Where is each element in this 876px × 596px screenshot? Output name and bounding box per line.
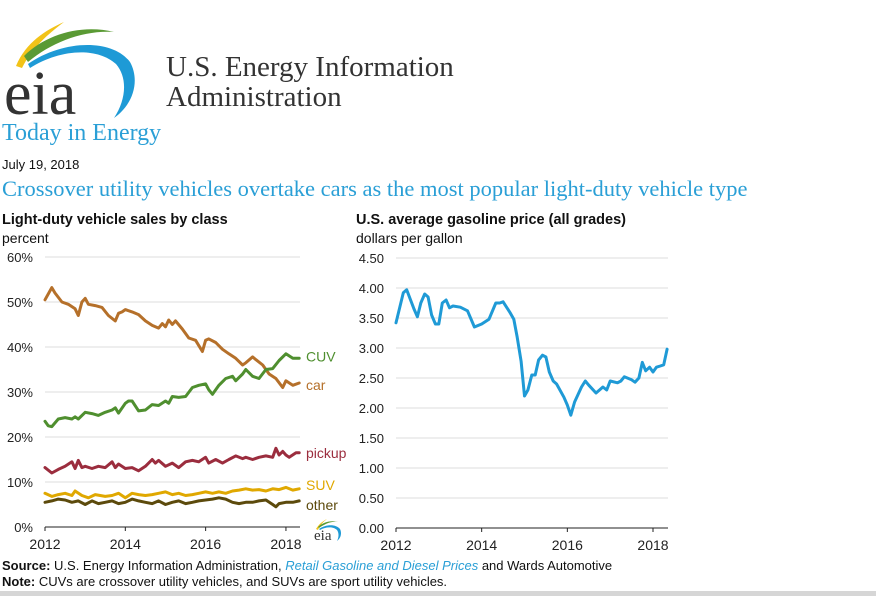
page-header: eia U.S. Energy Information Administrati… <box>0 0 876 125</box>
org-name-line2: Administration <box>166 81 342 113</box>
x-tick-label: 2018 <box>270 536 301 552</box>
bottom-divider <box>0 591 876 596</box>
section-link[interactable]: Today in Energy <box>2 120 162 146</box>
series-line-car <box>43 286 301 389</box>
source-label: Source: <box>2 558 51 573</box>
y-tick-label: 3.00 <box>359 341 384 356</box>
source-link[interactable]: Retail Gasoline and Diesel Prices <box>285 558 479 573</box>
y-tick-label: 60% <box>7 250 33 265</box>
y-tick-label: 50% <box>7 295 33 310</box>
left-chart-title: Light-duty vehicle sales by class <box>2 212 228 228</box>
x-tick-label: 2014 <box>110 536 141 552</box>
org-name-line1: U.S. Energy Information <box>166 51 454 83</box>
series-line-suv <box>43 485 301 500</box>
eia-logo[interactable]: eia <box>2 14 142 120</box>
y-tick-label: 0% <box>14 520 33 535</box>
vehicle-sales-chart: 0% 10% 20% 30% 40% 50% 60% 2012 2014 2016 2018 car C… <box>7 250 347 552</box>
footer: Source: U.S. Energy Information Administ… <box>2 558 612 590</box>
series-label-car: car <box>306 377 326 393</box>
left-chart-unit: percent <box>2 230 49 246</box>
series-line-gasoline-price <box>394 288 669 417</box>
y-tick-label: 2.00 <box>359 401 384 416</box>
mini-logo-arc-green <box>318 521 338 528</box>
series-label-suv: SUV <box>306 477 335 493</box>
x-tick-label: 2012 <box>29 536 60 552</box>
logo-text: eia <box>4 60 76 120</box>
y-tick-label: 4.50 <box>359 251 384 266</box>
y-tick-label: 0.50 <box>359 491 384 506</box>
source-text: U.S. Energy Information Administration, <box>54 558 282 573</box>
note-label: Note: <box>2 574 36 589</box>
chart-eia-logo: eia <box>314 519 341 544</box>
source-tail: and Wards Automotive <box>481 558 613 573</box>
y-tick-label: 0.00 <box>359 521 384 536</box>
gasoline-price-chart: 0.00 0.50 1.00 1.50 2.00 2.50 3.00 3.50 4.00 4.50… <box>359 251 669 553</box>
series-label-pickup: pickup <box>306 445 347 461</box>
right-chart-unit: dollars per gallon <box>356 230 463 246</box>
y-tick-label: 3.50 <box>359 311 384 326</box>
publish-date: July 19, 2018 <box>2 157 80 172</box>
x-tick-label: 2018 <box>637 537 668 553</box>
x-tick-label: 2014 <box>466 537 497 553</box>
series-line-cuv <box>43 352 301 429</box>
note-text: CUVs are crossover utility vehicles, and… <box>38 574 448 589</box>
y-tick-label: 1.00 <box>359 461 384 476</box>
series-line-pickup <box>43 446 301 475</box>
org-name: U.S. Energy Information Administration <box>166 52 454 112</box>
series-line-other <box>43 496 301 509</box>
logo-arc-green <box>24 29 114 62</box>
y-tick-label: 4.00 <box>359 281 384 296</box>
x-tick-label: 2012 <box>380 537 411 553</box>
right-chart-title: U.S. average gasoline price (all grades) <box>356 212 626 228</box>
y-tick-label: 2.50 <box>359 371 384 386</box>
y-tick-label: 30% <box>7 385 33 400</box>
y-tick-label: 40% <box>7 340 33 355</box>
series-label-cuv: CUV <box>306 348 336 364</box>
y-tick-label: 10% <box>7 475 33 490</box>
article-headline: Crossover utility vehicles overtake cars… <box>2 176 748 201</box>
y-tick-label: 20% <box>7 430 33 445</box>
series-label-other: other <box>306 497 338 513</box>
x-tick-label: 2016 <box>552 537 583 553</box>
y-tick-label: 1.50 <box>359 431 384 446</box>
x-tick-label: 2016 <box>190 536 221 552</box>
note-line: Note: CUVs are crossover utility vehicle… <box>2 574 612 590</box>
mini-logo-text: eia <box>314 528 332 544</box>
source-line: Source: U.S. Energy Information Administ… <box>2 558 612 574</box>
